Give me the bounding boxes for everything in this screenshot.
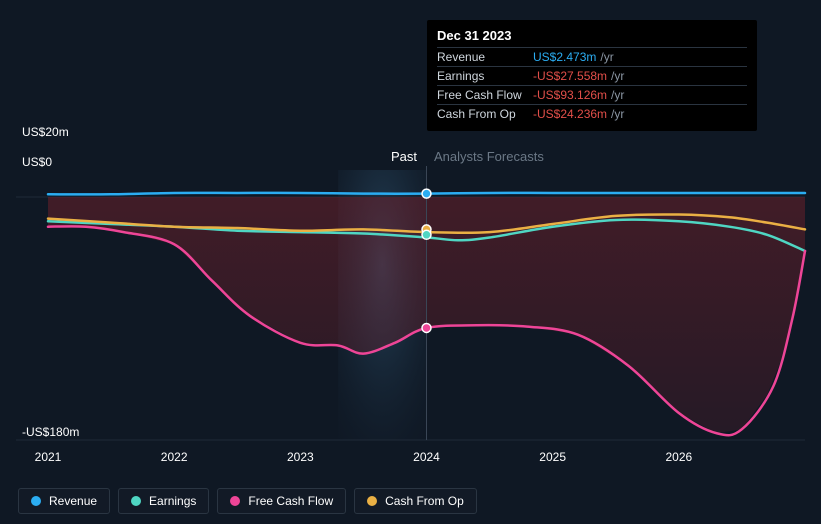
legend-label: Revenue — [49, 494, 97, 508]
y-axis-label: -US$180m — [22, 425, 79, 439]
x-axis-label: 2022 — [161, 450, 188, 464]
x-axis-label: 2021 — [35, 450, 62, 464]
tooltip-row-unit: /yr — [600, 50, 613, 64]
section-label-past: Past — [391, 149, 417, 164]
legend-label: Cash From Op — [385, 494, 464, 508]
x-axis-label: 2026 — [665, 450, 692, 464]
tooltip-row-label: Revenue — [437, 50, 533, 64]
tooltip-row-label: Cash From Op — [437, 107, 533, 121]
tooltip-rows: RevenueUS$2.473m/yrEarnings-US$27.558m/y… — [437, 47, 747, 123]
tooltip-row-value: US$2.473m — [533, 50, 596, 64]
x-axis-label: 2023 — [287, 450, 314, 464]
tooltip-row-unit: /yr — [611, 107, 624, 121]
y-axis-label: US$0 — [22, 155, 52, 169]
legend-item-fcf[interactable]: Free Cash Flow — [217, 488, 346, 514]
tooltip-row-label: Free Cash Flow — [437, 88, 533, 102]
marker-revenue — [422, 189, 431, 198]
legend-item-cashop[interactable]: Cash From Op — [354, 488, 477, 514]
legend: Revenue Earnings Free Cash Flow Cash From O… — [18, 488, 477, 514]
financial-chart: US$20m US$0 -US$180m 2021 2022 2023 2024 2025 2… — [0, 0, 821, 524]
tooltip-row-label: Earnings — [437, 69, 533, 83]
tooltip-row: Free Cash Flow-US$93.126m/yr — [437, 85, 747, 104]
tooltip-row-value: -US$27.558m — [533, 69, 607, 83]
tooltip-row-unit: /yr — [611, 69, 624, 83]
legend-swatch — [31, 496, 41, 506]
tooltip-row-unit: /yr — [611, 88, 624, 102]
legend-swatch — [131, 496, 141, 506]
tooltip-row: Earnings-US$27.558m/yr — [437, 66, 747, 85]
tooltip-row-value: -US$93.126m — [533, 88, 607, 102]
legend-item-revenue[interactable]: Revenue — [18, 488, 110, 514]
marker-earnings — [422, 230, 431, 239]
legend-item-earnings[interactable]: Earnings — [118, 488, 209, 514]
tooltip-row: Cash From Op-US$24.236m/yr — [437, 104, 747, 123]
y-axis-label: US$20m — [22, 125, 69, 139]
tooltip: Dec 31 2023 RevenueUS$2.473m/yrEarnings-… — [427, 20, 757, 131]
tooltip-title: Dec 31 2023 — [437, 28, 747, 47]
section-label-forecast: Analysts Forecasts — [434, 149, 544, 164]
legend-label: Earnings — [149, 494, 196, 508]
legend-swatch — [367, 496, 377, 506]
legend-label: Free Cash Flow — [248, 494, 333, 508]
legend-swatch — [230, 496, 240, 506]
x-axis-label: 2024 — [413, 450, 440, 464]
tooltip-row-value: -US$24.236m — [533, 107, 607, 121]
tooltip-row: RevenueUS$2.473m/yr — [437, 47, 747, 66]
x-axis-label: 2025 — [539, 450, 566, 464]
marker-fcf — [422, 323, 431, 332]
